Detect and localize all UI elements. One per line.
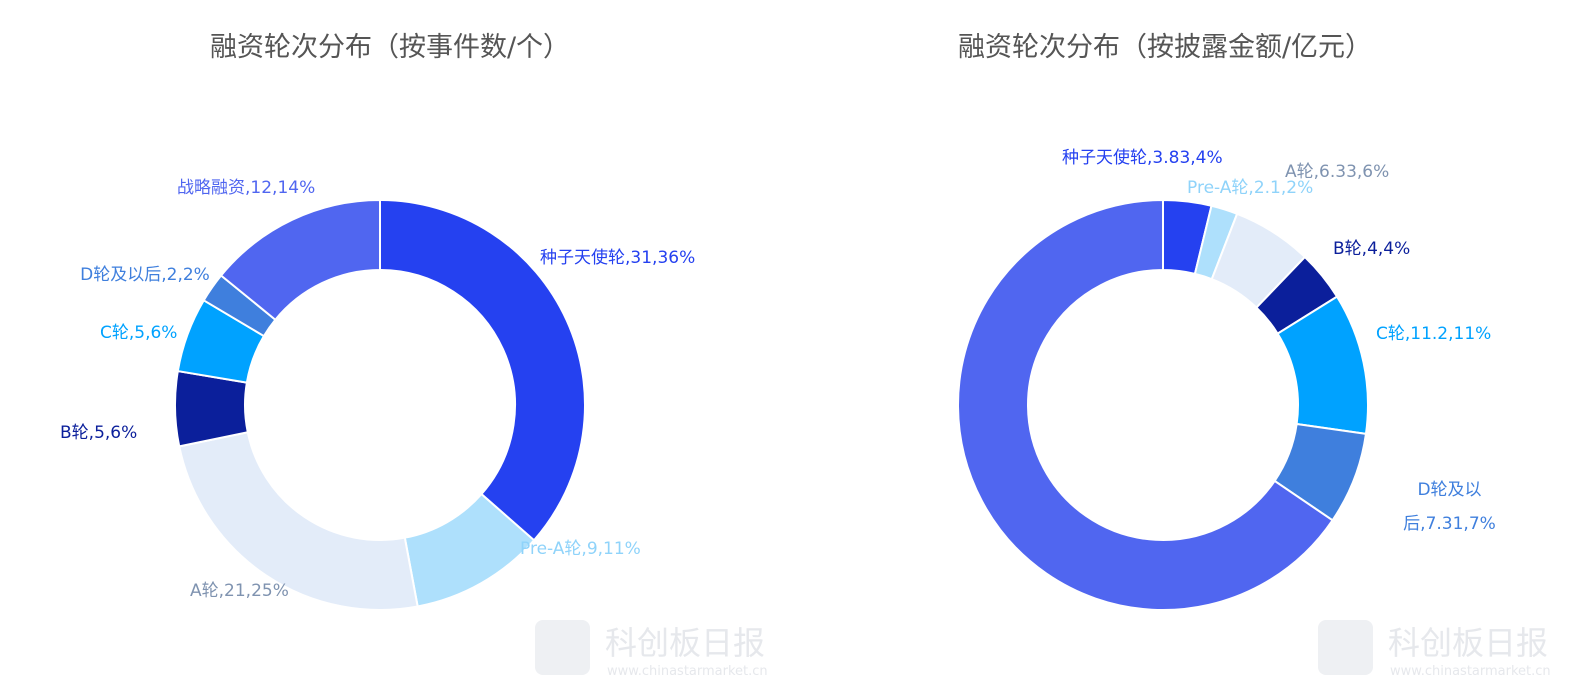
watermark-logo <box>535 620 590 675</box>
data-label: 种子天使轮,31,36% <box>540 248 696 268</box>
data-label: A轮,6.33,6% <box>1285 162 1390 182</box>
watermark-name: 科创板日报 <box>605 624 766 662</box>
data-label: C轮,11.2,11% <box>1376 324 1492 344</box>
data-label: C轮,5,6% <box>100 323 178 343</box>
data-label: Pre-A轮,9,11% <box>520 539 641 559</box>
chart-title: 融资轮次分布（按事件数/个） <box>209 32 571 63</box>
data-label: Pre-A轮,2.1,2% <box>1187 178 1314 198</box>
data-label: 战略融资,12,14% <box>177 178 316 198</box>
data-label: D轮及以后,2,2% <box>80 265 210 285</box>
donut-slice <box>174 369 249 448</box>
data-label: A轮,21,25% <box>190 581 289 601</box>
donut-slice <box>379 198 586 542</box>
data-label: B轮,4,4% <box>1333 239 1411 259</box>
watermark-name: 科创板日报 <box>1388 624 1549 662</box>
data-label: 种子天使轮,3.83,4% <box>1062 148 1223 168</box>
donut-slice <box>957 198 1334 611</box>
data-label: D轮及以后,7.31,7% <box>1403 480 1496 534</box>
watermark-url: www.chinastarmarket.cn <box>607 664 768 679</box>
chart-title: 融资轮次分布（按披露金额/亿元） <box>957 32 1373 63</box>
donut-slice <box>219 198 381 322</box>
data-label: B轮,5,6% <box>60 423 138 443</box>
donut-slice <box>178 431 419 611</box>
watermark-logo <box>1318 620 1373 675</box>
watermark-url: www.chinastarmarket.cn <box>1390 664 1551 679</box>
